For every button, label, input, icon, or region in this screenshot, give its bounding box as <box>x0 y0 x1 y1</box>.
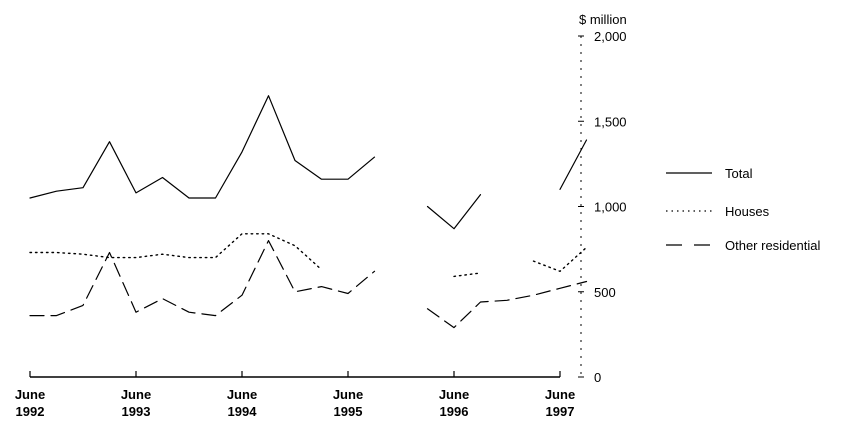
x-tick-label: June <box>545 387 575 402</box>
y-tick-label: 1,000 <box>594 200 627 215</box>
y-tick-label: 2,000 <box>594 29 627 44</box>
x-tick-label: 1994 <box>228 404 258 419</box>
y-tick-label: 1,500 <box>594 114 627 129</box>
y-tick-label: 500 <box>594 285 616 300</box>
series-line-total <box>559 139 588 190</box>
unit-label: $ million <box>579 12 627 27</box>
y-tick-layer: 0 500 1,000 1,500 2,000 <box>578 29 627 385</box>
x-tick-label: June <box>121 387 151 402</box>
series-line-houses <box>29 233 323 271</box>
series-line-other-residential <box>29 240 376 317</box>
legend: Total Houses Other residential <box>666 166 820 253</box>
series-line-other-residential <box>426 280 588 329</box>
legend-label-houses: Houses <box>725 204 770 219</box>
legend-label-total: Total <box>725 166 753 181</box>
legend-label-other-residential: Other residential <box>725 238 820 253</box>
x-tick-label: 1996 <box>440 404 469 419</box>
x-tick-label: June <box>227 387 257 402</box>
series-line-houses <box>453 272 482 278</box>
x-tick-label: June <box>439 387 469 402</box>
axis-layer <box>30 36 582 378</box>
x-tick-label: 1997 <box>546 404 575 419</box>
x-tick-label: June <box>15 387 45 402</box>
x-tick-label: June <box>333 387 363 402</box>
series-layer <box>29 95 588 329</box>
series-line-total <box>29 95 376 199</box>
series-line-houses <box>532 246 588 272</box>
x-tick-layer: June 1992 June 1993 June 1994 June 1995 June 1996… <box>15 371 575 419</box>
series-line-total <box>426 194 482 230</box>
y-tick-label: 0 <box>594 370 601 385</box>
x-tick-label: 1992 <box>16 404 45 419</box>
x-tick-label: 1995 <box>334 404 363 419</box>
x-tick-label: 1993 <box>122 404 151 419</box>
